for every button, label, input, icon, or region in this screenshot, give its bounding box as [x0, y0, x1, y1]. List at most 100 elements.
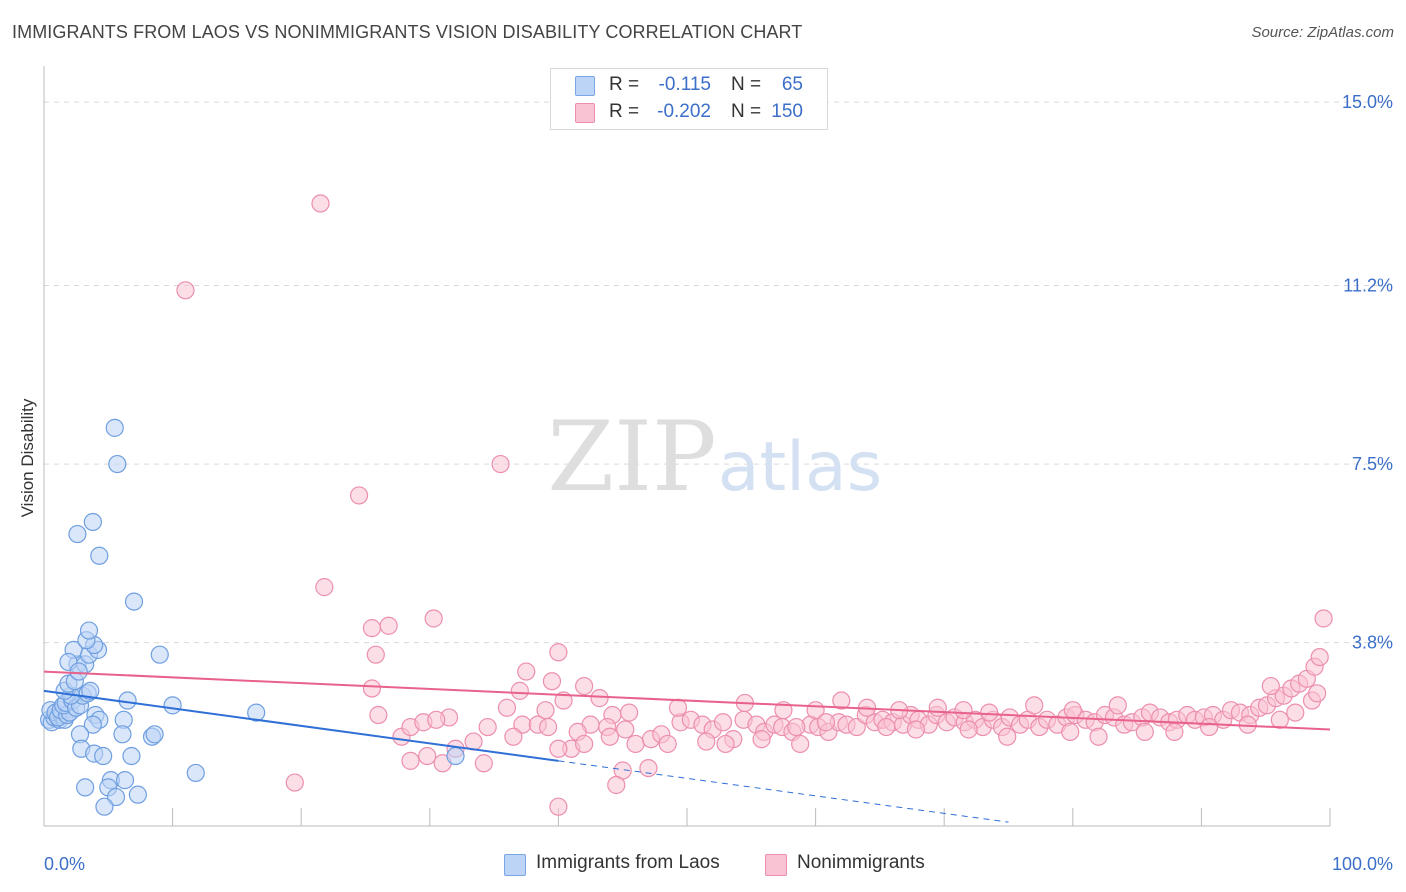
n-label: N =: [731, 74, 762, 95]
nonimmigrant-point: [697, 732, 716, 751]
laos-point: [150, 645, 169, 664]
nonimmigrant-point: [549, 797, 568, 816]
nonimmigrant-point: [1108, 696, 1127, 715]
stats-row-laos: R = -0.115 N = 65: [551, 73, 827, 99]
nonimmigrant-point: [418, 746, 437, 766]
nonimmigrant-point: [658, 734, 677, 754]
legend-label: Nonimmigrants: [797, 852, 925, 873]
nonimmigrant-point: [401, 751, 420, 770]
watermark-atlas: atlas: [718, 428, 882, 507]
series-legend: Immigrants from Laos Nonimmigrants: [0, 852, 1406, 878]
laos-point: [83, 715, 102, 734]
nonimmigrant-point: [1261, 676, 1280, 696]
nonimmigrant-point: [1063, 701, 1082, 720]
nonimmigrant-point: [906, 720, 926, 739]
nonimmigrants-swatch: [575, 103, 595, 123]
nonimmigrant-point: [980, 703, 999, 722]
laos-point: [122, 746, 141, 766]
nonimmigrant-point: [362, 619, 382, 638]
nonimmigrant-point: [369, 705, 388, 725]
nonimmigrant-point: [959, 720, 978, 739]
nonimmigrant-point: [716, 734, 735, 754]
nonimmigrant-point: [1135, 722, 1154, 741]
laos-point: [108, 454, 127, 474]
nonimmigrant-point: [427, 710, 446, 729]
nonimmigrant-point: [504, 727, 523, 746]
nonimmigrant-point: [285, 773, 304, 792]
nonimmigrant-point: [549, 643, 568, 662]
nonimmigrant-point: [1308, 684, 1327, 703]
laos-trend-line: [43, 689, 559, 762]
nonimmigrants-legend-swatch: [765, 854, 787, 876]
nonimmigrant-point: [1314, 609, 1333, 628]
nonimmigrant-point: [1165, 722, 1184, 741]
nonimmigrant-point: [626, 734, 645, 754]
n-value: 65: [781, 74, 803, 95]
nonimmigrant-point: [311, 194, 330, 213]
nonimmigrant-point: [1025, 696, 1044, 715]
y-tick-label: 7.5%: [1352, 454, 1393, 474]
n-value: 150: [771, 101, 803, 122]
stats-row-nonimmigrants: R = -0.202 N = 150: [551, 100, 827, 126]
grid-layer: [44, 101, 1394, 644]
nonimmigrant-point: [424, 609, 443, 628]
laos-point: [113, 725, 132, 744]
nonimmigrant-point: [590, 689, 609, 708]
nonimmigrant-point: [362, 679, 382, 698]
laos-point: [124, 592, 144, 611]
laos-point: [90, 546, 109, 565]
source-credit: Source: ZipAtlas.com: [1251, 24, 1394, 41]
laos-point: [68, 524, 87, 544]
nonimmigrant-point: [176, 281, 195, 300]
stats-legend: R = -0.115 N = 65 R = -0.202 N = 150: [550, 68, 828, 130]
nonimmigrant-point: [497, 698, 517, 717]
nonimmigrant-point: [478, 717, 497, 737]
watermark-zip: ZIP: [547, 401, 716, 513]
laos-point: [76, 778, 95, 797]
nonimmigrant-point: [620, 703, 639, 722]
laos-point: [79, 621, 99, 640]
x-tick-label: 0.0%: [44, 854, 85, 874]
nonimmigrant-point: [536, 701, 555, 720]
nonimmigrant-point: [998, 727, 1017, 746]
laos-swatch: [575, 76, 595, 96]
y-tick-label: 3.8%: [1352, 633, 1393, 653]
nonimmigrant-point: [575, 734, 594, 754]
laos-point: [128, 785, 147, 804]
nonimmigrant-point: [510, 681, 529, 700]
nonimmigrant-point: [554, 691, 573, 710]
watermark: ZIP atlas: [547, 401, 882, 513]
nonimmigrant-point: [491, 454, 510, 474]
laos-point: [446, 746, 465, 766]
nonimmigrant-point: [349, 486, 369, 505]
nonimmigrant-point: [928, 698, 947, 717]
nonimmigrant-point: [847, 717, 866, 737]
laos-point: [81, 681, 100, 700]
nonimmigrant-point: [474, 754, 493, 773]
nonimmigrant-trend-line: [43, 670, 1331, 731]
laos-point: [247, 703, 266, 722]
laos-point: [94, 746, 113, 766]
laos-point: [163, 696, 182, 715]
nonimmigrant-point: [517, 662, 536, 681]
laos-point: [145, 725, 164, 744]
chart-title: IMMIGRANTS FROM LAOS VS NONIMMIGRANTS VI…: [12, 22, 803, 42]
nonimmigrant-point: [1286, 703, 1305, 722]
nonimmigrant-point: [616, 720, 635, 739]
nonimmigrant-point: [877, 717, 896, 737]
r-label: R =: [609, 74, 640, 95]
nonimmigrant-point: [549, 739, 568, 758]
nonimmigrant-point: [366, 645, 385, 664]
nonimmigrant-point: [1089, 727, 1108, 746]
r-label: R =: [609, 101, 640, 122]
nonimmigrant-point: [791, 734, 810, 754]
y-tick-label: 11.2%: [1343, 276, 1393, 296]
legend-label: Immigrants from Laos: [536, 852, 720, 873]
laos-legend-swatch: [504, 854, 526, 876]
nonimmigrant-point: [607, 775, 626, 795]
nonimmigrant-point: [713, 713, 733, 732]
nonimmigrant-point: [954, 701, 973, 720]
nonimmigrant-point: [1061, 722, 1080, 741]
nonimmigrant-point: [752, 730, 771, 749]
nonimmigrant-point: [315, 578, 334, 597]
